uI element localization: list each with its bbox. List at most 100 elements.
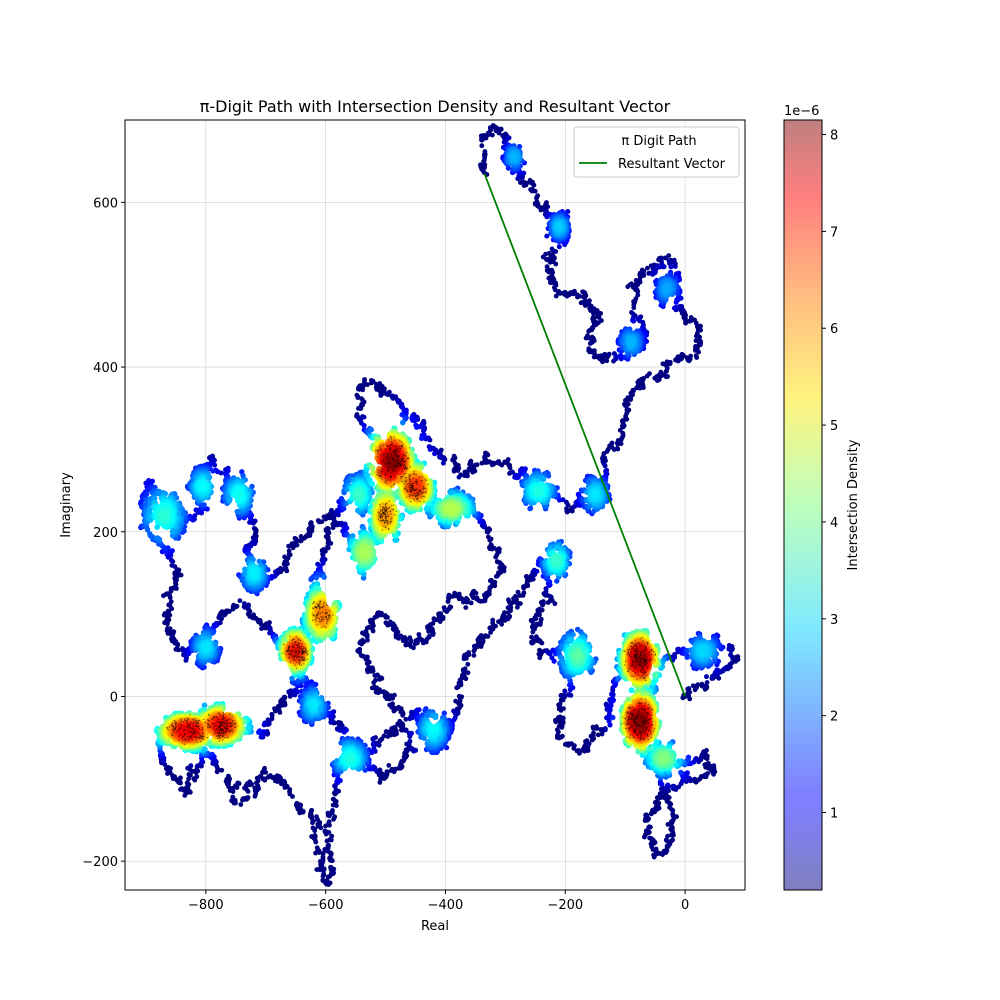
path-point <box>628 390 634 396</box>
path-point <box>540 602 545 608</box>
path-point <box>696 349 701 355</box>
path-point <box>414 424 420 430</box>
path-point <box>308 576 314 583</box>
path-point <box>551 658 557 664</box>
path-point <box>427 447 433 452</box>
path-point <box>670 783 676 789</box>
path-point <box>321 574 327 580</box>
path-point <box>604 358 610 364</box>
path-point <box>623 403 628 409</box>
path-point <box>144 526 151 533</box>
path-point <box>545 257 551 263</box>
path-point <box>445 599 451 604</box>
path-point <box>641 273 647 278</box>
path-point <box>548 594 553 599</box>
path-point <box>693 338 699 344</box>
path-point <box>683 318 689 324</box>
path-point <box>453 698 458 704</box>
path-point <box>534 568 540 574</box>
path-point <box>549 246 555 252</box>
path-point <box>556 244 562 250</box>
path-point <box>607 707 613 713</box>
path-point <box>634 287 640 293</box>
path-point <box>174 586 179 591</box>
path-point <box>672 264 678 269</box>
path-point <box>497 565 503 571</box>
path-point <box>560 733 565 739</box>
digit-path <box>138 123 741 887</box>
path-point <box>591 730 596 736</box>
path-point <box>361 414 367 420</box>
path-point <box>309 807 315 813</box>
path-point <box>392 692 397 698</box>
path-point <box>447 594 452 600</box>
path-point <box>710 770 716 776</box>
path-point <box>507 465 513 471</box>
path-point <box>241 601 247 606</box>
path-point <box>695 682 701 688</box>
path-point <box>625 284 631 290</box>
path-point <box>635 292 641 298</box>
path-point <box>154 535 161 541</box>
path-point <box>693 353 699 359</box>
path-point <box>356 385 361 391</box>
path-point <box>493 623 498 629</box>
path-point <box>606 351 612 357</box>
path-point <box>540 254 546 260</box>
path-point <box>165 771 170 776</box>
path-point <box>620 424 626 430</box>
path-point <box>553 293 559 299</box>
path-point <box>182 793 188 798</box>
path-point <box>188 763 194 769</box>
path-point <box>413 747 419 753</box>
path-point <box>409 730 414 736</box>
path-point <box>615 445 620 451</box>
path-point <box>386 763 392 768</box>
path-point <box>377 780 383 785</box>
path-point <box>240 797 245 803</box>
path-point <box>359 641 364 647</box>
path-point <box>493 554 499 560</box>
path-point <box>336 788 341 794</box>
path-point <box>364 632 370 638</box>
path-point <box>530 576 536 582</box>
path-point <box>586 328 592 334</box>
path-point <box>665 782 671 788</box>
path-point <box>530 629 536 635</box>
path-point <box>431 616 437 622</box>
path-point <box>310 820 315 826</box>
path-point <box>546 275 552 281</box>
path-point <box>329 858 335 863</box>
path-point <box>487 537 493 543</box>
path-point <box>371 680 377 685</box>
path-point <box>471 653 477 658</box>
path-point <box>463 605 469 610</box>
path-point <box>488 127 494 132</box>
path-point <box>400 419 406 426</box>
path-point <box>602 726 608 732</box>
path-point <box>168 599 174 605</box>
path-point <box>704 674 709 680</box>
path-point <box>521 590 527 596</box>
path-point <box>262 777 268 783</box>
path-point <box>671 305 677 311</box>
path-point <box>628 396 634 402</box>
path-point <box>483 450 488 456</box>
path-point <box>674 814 679 820</box>
path-point <box>673 357 678 363</box>
path-point <box>668 264 674 270</box>
path-point <box>314 845 320 851</box>
path-point <box>599 358 605 363</box>
path-point <box>437 611 443 617</box>
path-point <box>534 195 539 201</box>
path-point <box>440 460 446 466</box>
path-point <box>442 607 448 613</box>
path-point <box>527 505 534 511</box>
path-point <box>586 741 592 747</box>
path-point <box>437 454 442 460</box>
path-point <box>369 378 374 383</box>
path-point <box>641 269 647 274</box>
path-point <box>646 830 652 835</box>
path-point <box>378 393 384 398</box>
path-point <box>322 847 328 852</box>
